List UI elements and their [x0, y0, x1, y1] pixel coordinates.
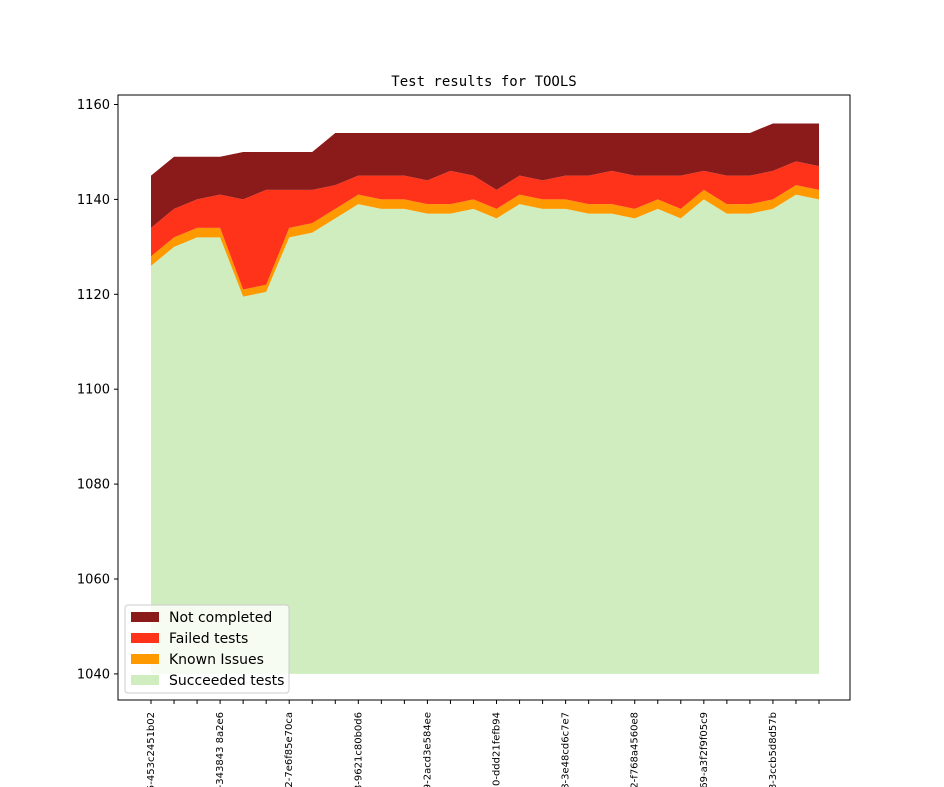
legend: Not completed Failed tests Known Issues Suc…	[124, 604, 290, 694]
y-tick-label: 1160	[77, 98, 110, 113]
chart-title: Test results for TOOLS	[391, 74, 576, 90]
y-tick-label: 1100	[77, 383, 110, 398]
x-tick-label: 5-453c2451b02	[146, 712, 157, 787]
y-tick-label: 1040	[77, 667, 110, 682]
y-tick-label: 1060	[77, 573, 110, 588]
area-failed-tests	[151, 161, 819, 290]
legend-swatch	[131, 654, 159, 664]
legend-label: Failed tests	[169, 631, 248, 647]
x-tick-label: 2-f768a4560e8	[630, 712, 641, 787]
area-succeeded-tests	[151, 194, 819, 674]
legend-swatch	[131, 675, 159, 685]
y-axis: 1040 1060 1080 1100 1120 1140 1160	[77, 98, 118, 682]
x-tick-label: 8-9621c80b0d6	[353, 712, 364, 787]
x-tick-label: 4-343843 8a2e6	[215, 712, 226, 787]
legend-label: Not completed	[169, 610, 272, 626]
area-layers	[151, 123, 819, 674]
y-tick-label: 1140	[77, 193, 110, 208]
legend-box	[124, 604, 290, 694]
x-tick-label: 69-a3f2f9f05c9	[699, 712, 710, 787]
y-tick-label: 1080	[77, 478, 110, 493]
legend-swatch	[131, 633, 159, 643]
plot-frame	[117, 94, 851, 701]
area-not-completed	[151, 123, 819, 228]
x-tick-label: 8-3ccb5d8d57b	[768, 712, 779, 787]
x-tick-label: 2-7e6f85e70ca	[284, 712, 295, 787]
legend-label: Known Issues	[169, 652, 264, 668]
x-tick-label: 8-3e48cd6c7e7	[561, 712, 572, 787]
area-known-issues	[151, 185, 819, 297]
legend-swatch	[131, 612, 159, 622]
y-tick-label: 1120	[77, 288, 110, 303]
x-tick-label: 9-2acd3e584ee	[422, 712, 433, 787]
legend-label: Succeeded tests	[169, 673, 284, 689]
x-tick-label: 0-ddd21fefb94	[492, 712, 503, 786]
x-axis: 5-453c2451b02 4-343843 8a2e6 2-7e6f85e70ca…	[146, 700, 820, 787]
